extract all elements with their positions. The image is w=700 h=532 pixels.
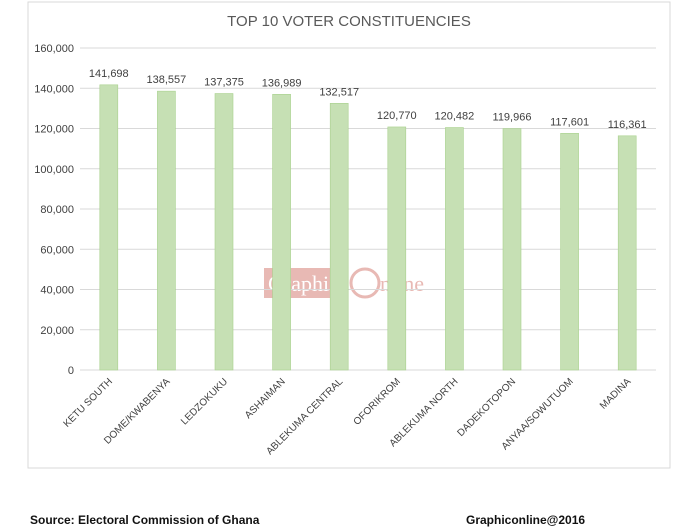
data-label: 138,557 — [147, 74, 187, 86]
y-tick-label: 120,000 — [34, 124, 74, 136]
data-label: 120,770 — [377, 110, 417, 122]
data-label: 136,989 — [262, 77, 302, 89]
y-tick-label: 80,000 — [40, 204, 74, 216]
watermark-globe-icon — [349, 267, 381, 299]
bars — [99, 84, 637, 371]
bar — [99, 84, 119, 371]
y-tick-label: 140,000 — [34, 83, 74, 95]
y-tick-label: 0 — [68, 365, 74, 377]
data-labels: 141,698 138,557 137,375 136,989 132,517 120,7… — [89, 68, 647, 131]
bar — [560, 133, 579, 371]
credit-note: Graphiconline@2016 — [466, 513, 586, 527]
y-tick-label: 20,000 — [40, 325, 74, 337]
bar — [272, 94, 291, 371]
y-tick-label: 60,000 — [40, 244, 74, 256]
data-label: 119,966 — [493, 112, 532, 124]
data-label: 141,698 — [89, 68, 129, 80]
y-axis: 0 20,000 40,000 60,000 80,000 100,000 120,000 1… — [34, 43, 74, 377]
data-label: 116,361 — [608, 119, 647, 131]
y-tick-label: 160,000 — [34, 43, 74, 55]
bar — [214, 93, 234, 371]
data-label: 117,601 — [550, 116, 589, 128]
bar — [445, 127, 464, 371]
y-tick-label: 40,000 — [40, 285, 74, 297]
chart-title: TOP 10 VOTER CONSTITUENCIES — [227, 13, 471, 30]
bar — [157, 90, 176, 371]
bar — [502, 128, 522, 371]
bar — [329, 103, 349, 371]
gridlines — [80, 47, 656, 371]
data-label: 137,375 — [204, 77, 244, 89]
y-tick-label: 100,000 — [34, 164, 74, 176]
data-label: 132,517 — [319, 86, 359, 98]
source-note: Source: Electoral Commission of Ghana — [30, 513, 260, 527]
bar — [617, 135, 637, 371]
data-label: 120,482 — [435, 111, 475, 123]
bar — [387, 126, 407, 371]
